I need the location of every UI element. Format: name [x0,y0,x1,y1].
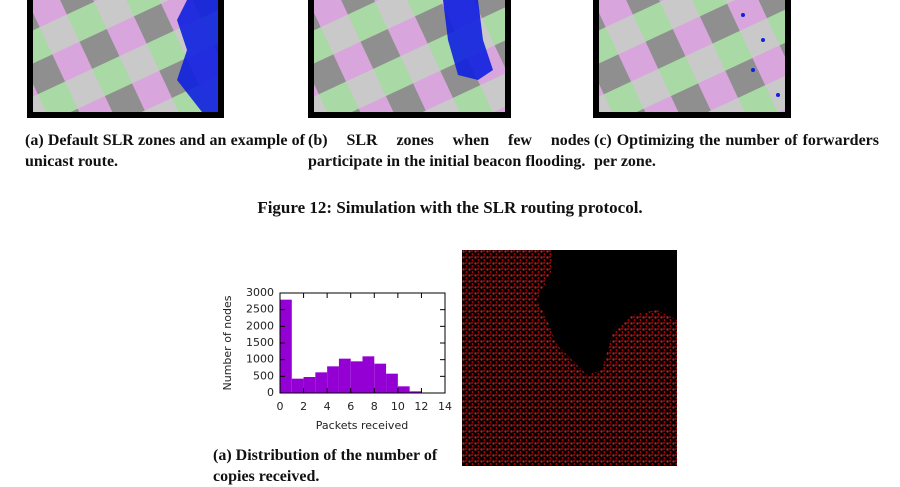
zone-image [308,0,511,118]
x-tick-label: 2 [300,400,307,413]
bar [374,363,387,393]
bar [362,356,375,393]
x-tick-label: 12 [414,400,428,413]
y-tick-label: 1000 [246,353,274,366]
y-tick-label: 0 [267,386,274,399]
zone-image [27,0,224,118]
subcaption: (a) Distribution of the number of copies… [213,447,438,485]
x-axis-label: Packets received [316,419,408,432]
y-tick-label: 500 [253,369,274,382]
y-tick-label: 2500 [246,303,274,316]
bar [386,373,398,393]
histogram: Number of nodes Packets received 0500100… [221,286,452,432]
bar [327,366,339,393]
x-tick-label: 8 [371,400,378,413]
x-tick-label: 4 [324,400,331,413]
bar [397,386,410,393]
y-axis-label: Number of nodes [221,295,234,390]
bar [350,361,363,393]
x-tick-label: 6 [347,400,354,413]
bar [291,378,304,393]
bar [338,358,351,393]
bar [315,372,328,393]
subcaption: (c) Optimizing the number of forwarders … [594,132,879,170]
figure-caption: Figure 12: Simulation with the SLR routi… [257,198,643,217]
subcaption: (a) Default SLR zones and an example of … [25,132,305,170]
bar [280,299,292,393]
bar [303,377,316,393]
subcaption: (b) SLR zones when few nodes participate… [308,132,590,170]
bar [409,391,422,393]
x-tick-label: 14 [438,400,452,413]
x-tick-label: 0 [277,400,284,413]
y-tick-label: 2000 [246,319,274,332]
y-tick-label: 1500 [246,336,274,349]
x-tick-label: 10 [391,400,405,413]
flood-image [462,250,677,466]
zone-image [593,0,791,118]
y-tick-label: 3000 [246,286,274,299]
